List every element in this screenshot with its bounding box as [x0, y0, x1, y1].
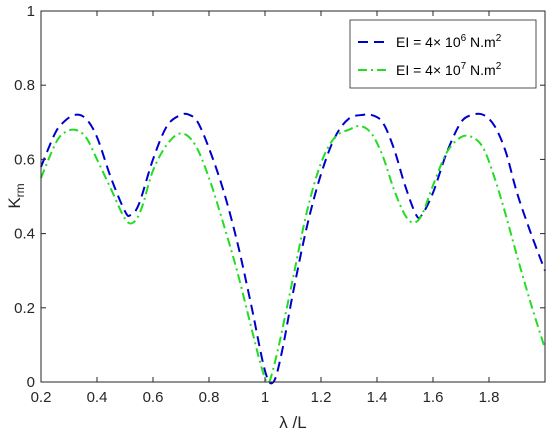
- legend-entry-series-1-exp: 6: [461, 33, 467, 44]
- legend-entry-series-1: EI = 4× 106 N.m2: [396, 33, 502, 50]
- legend-entry-series-2-exp: 7: [461, 61, 467, 72]
- x-tick-label: 1.6: [423, 389, 444, 406]
- x-tick-label: 1: [261, 389, 269, 406]
- legend-entry-series-1-unit: N.m: [466, 34, 496, 50]
- y-axis-label-sub: rm: [13, 183, 27, 197]
- x-tick-label: 1.2: [311, 389, 332, 406]
- legend-entry-series-2: EI = 4× 107 N.m2: [396, 61, 502, 78]
- y-tick-label: 1: [27, 3, 35, 20]
- x-tick-label: 0.4: [87, 389, 108, 406]
- legend-box: [349, 19, 537, 89]
- series-line-2: [40, 124, 546, 384]
- series-line-1: [40, 112, 546, 385]
- x-axis-label: λ /L: [279, 413, 306, 432]
- legend-entry-series-1-unit-exp: 2: [496, 33, 502, 44]
- tick-layer: 0.2 0.4 0.6 0.8 1 1.2 1.4 1.6 1.800.20.40.60.81: [14, 3, 545, 406]
- series-layer: [40, 112, 546, 385]
- legend-entry-series-2-unit: N.m: [466, 62, 496, 78]
- y-tick-label: 0.4: [14, 226, 35, 243]
- y-axis-label-main: K: [5, 197, 24, 209]
- legend-entry-series-2-main: EI = 4× 10: [396, 62, 461, 78]
- y-tick-label: 0.2: [14, 300, 35, 317]
- x-tick-label: 0.8: [199, 389, 220, 406]
- x-tick-label: 1.4: [367, 389, 388, 406]
- y-tick-label: 0.6: [14, 151, 35, 168]
- y-axis-label: Krm: [5, 183, 27, 208]
- y-tick-label: 0: [27, 374, 35, 391]
- legend: EI = 4× 106 N.m2 EI = 4× 107 N.m2: [349, 19, 537, 89]
- legend-entry-series-1-main: EI = 4× 10: [396, 34, 461, 50]
- legend-entry-series-2-unit-exp: 2: [496, 61, 502, 72]
- x-tick-label: 0.2: [31, 389, 52, 406]
- x-tick-label: 0.6: [143, 389, 164, 406]
- axes-box: [40, 10, 546, 383]
- y-tick-label: 0.8: [14, 77, 35, 94]
- x-tick-label: 1.8: [479, 389, 500, 406]
